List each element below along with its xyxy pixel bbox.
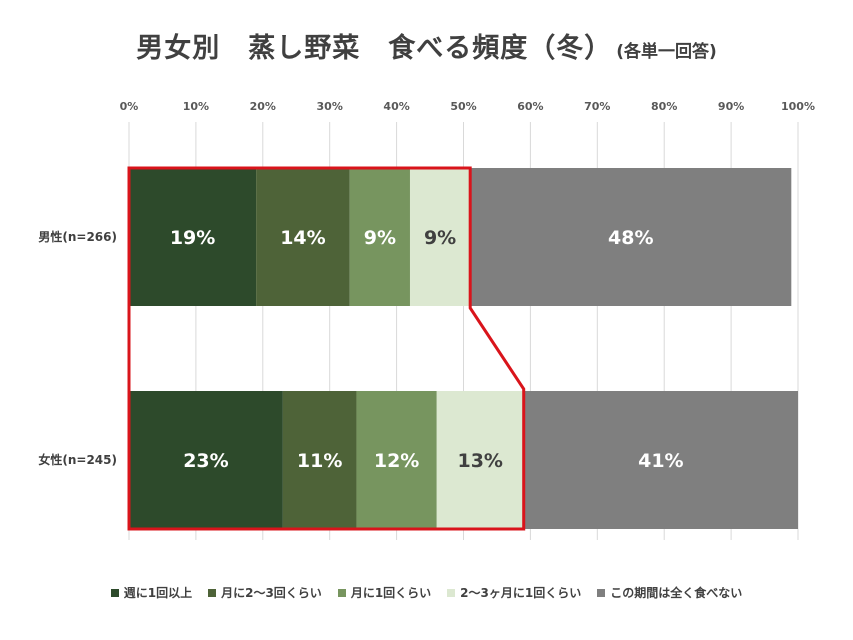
data-label: 23% (183, 450, 228, 472)
bar-segment (470, 168, 792, 306)
bar-segment (256, 168, 350, 306)
x-tick-label: 100% (781, 100, 815, 113)
x-tick-label: 30% (317, 100, 343, 113)
x-tick-label: 10% (183, 100, 209, 113)
x-tick-label: 90% (718, 100, 744, 113)
x-tick-label: 40% (383, 100, 409, 113)
legend-label: 2〜3ヶ月に1回くらい (460, 586, 582, 600)
data-label: 13% (457, 450, 502, 472)
highlight-outline (127, 166, 526, 531)
data-label: 11% (297, 450, 342, 472)
stacked-bar-chart: 0% 10% 20% 30% 40% 50% 60% 70% 80% 90% 100% 男性(n=26… (38, 100, 815, 540)
data-label: 48% (608, 227, 653, 249)
chart-title-main: 男女別 蒸し野菜 食べる頻度（冬） (136, 33, 613, 64)
legend-swatch (208, 588, 217, 597)
x-tick-label: 0% (120, 100, 139, 113)
legend-swatch (597, 588, 606, 597)
data-label: 41% (638, 450, 683, 472)
bar-segment (523, 391, 798, 529)
legend-item: 月に2〜3回くらい (208, 584, 322, 601)
bar-segment (129, 391, 283, 529)
legend-item: この期間は全く食べない (597, 584, 742, 601)
x-tick-label: 50% (450, 100, 476, 113)
legend-swatch (110, 588, 119, 597)
legend-label: 月に1回くらい (350, 586, 432, 600)
legend-label: 月に2〜3回くらい (221, 586, 322, 600)
x-tick-label: 70% (584, 100, 610, 113)
bar-segment (349, 168, 410, 306)
bar-segment (356, 391, 437, 529)
bar-segment (129, 168, 257, 306)
data-label: 19% (170, 227, 215, 249)
bar-segment (409, 168, 471, 306)
chart-legend: 週に1回以上 月に2〜3回くらい 月に1回くらい 2〜3ヶ月に1回くらい この期間は全く… (0, 584, 853, 601)
chart-title: 男女別 蒸し野菜 食べる頻度（冬） (各単一回答) (0, 26, 853, 65)
x-tick-label: 20% (250, 100, 276, 113)
legend-swatch (337, 588, 346, 597)
bar-segment (436, 391, 524, 529)
data-label: 14% (280, 227, 325, 249)
legend-swatch (447, 588, 456, 597)
category-label: 女性(n=245) (38, 452, 117, 467)
legend-label: 週に1回以上 (123, 586, 193, 600)
x-tick-label: 60% (517, 100, 543, 113)
bar-segment (282, 391, 357, 529)
chart-subtitle: (各単一回答) (616, 42, 717, 62)
category-label: 男性(n=266) (38, 229, 117, 244)
legend-label: この期間は全く食べない (610, 586, 743, 600)
legend-item: 2〜3ヶ月に1回くらい (447, 584, 581, 601)
x-tick-label: 80% (651, 100, 677, 113)
legend-item: 月に1回くらい (337, 584, 432, 601)
data-label: 9% (364, 227, 396, 249)
data-label: 12% (374, 450, 419, 472)
data-label: 9% (424, 227, 456, 249)
legend-item: 週に1回以上 (110, 584, 193, 601)
